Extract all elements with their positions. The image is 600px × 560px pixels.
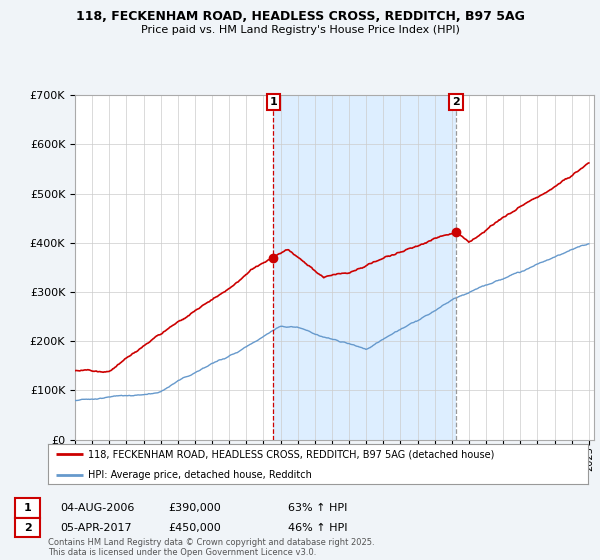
Text: 118, FECKENHAM ROAD, HEADLESS CROSS, REDDITCH, B97 5AG (detached house): 118, FECKENHAM ROAD, HEADLESS CROSS, RED… bbox=[89, 449, 495, 459]
Text: Contains HM Land Registry data © Crown copyright and database right 2025.
This d: Contains HM Land Registry data © Crown c… bbox=[48, 538, 374, 557]
Text: HPI: Average price, detached house, Redditch: HPI: Average price, detached house, Redd… bbox=[89, 470, 313, 480]
Text: 46% ↑ HPI: 46% ↑ HPI bbox=[288, 522, 347, 533]
Text: 118, FECKENHAM ROAD, HEADLESS CROSS, REDDITCH, B97 5AG: 118, FECKENHAM ROAD, HEADLESS CROSS, RED… bbox=[76, 10, 524, 23]
Text: 63% ↑ HPI: 63% ↑ HPI bbox=[288, 503, 347, 513]
Text: £390,000: £390,000 bbox=[168, 503, 221, 513]
Text: £450,000: £450,000 bbox=[168, 522, 221, 533]
Text: 1: 1 bbox=[269, 97, 277, 107]
Text: 2: 2 bbox=[452, 97, 460, 107]
Text: Price paid vs. HM Land Registry's House Price Index (HPI): Price paid vs. HM Land Registry's House … bbox=[140, 25, 460, 35]
Text: 05-APR-2017: 05-APR-2017 bbox=[60, 522, 131, 533]
Text: 2: 2 bbox=[24, 522, 31, 533]
Bar bbox=[274, 95, 456, 440]
Text: 1: 1 bbox=[24, 503, 31, 513]
Text: 04-AUG-2006: 04-AUG-2006 bbox=[60, 503, 134, 513]
